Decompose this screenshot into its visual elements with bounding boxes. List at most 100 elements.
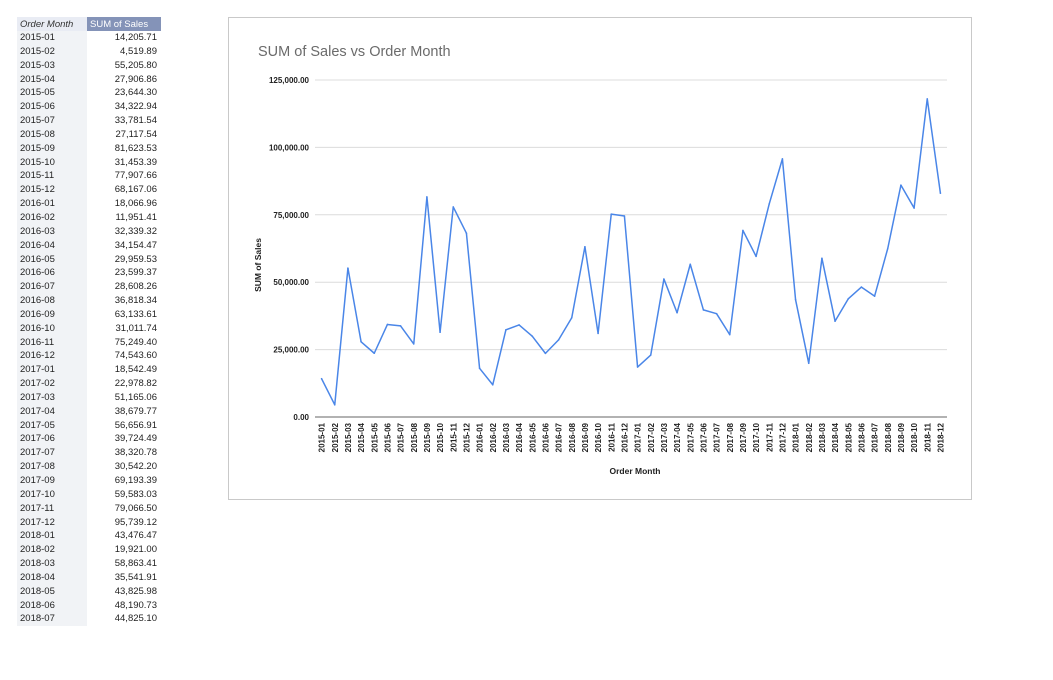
cell-order-month[interactable]: 2016-02 [17,210,87,225]
cell-order-month[interactable]: 2016-08 [17,294,87,308]
cell-sum-of-sales[interactable]: 31,011.74 [87,321,161,336]
data-point[interactable] [610,213,613,215]
cell-order-month[interactable]: 2015-05 [17,86,87,101]
data-point[interactable] [834,320,836,322]
cell-sum-of-sales[interactable]: 75,249.40 [87,335,161,350]
cell-order-month[interactable]: 2015-06 [17,100,87,115]
cell-sum-of-sales[interactable]: 59,583.03 [87,487,161,502]
cell-order-month[interactable]: 2017-03 [17,390,87,405]
cell-order-month[interactable]: 2016-10 [17,321,87,336]
data-point[interactable] [913,207,915,209]
cell-order-month[interactable]: 2017-02 [17,377,87,391]
cell-order-month[interactable]: 2015-08 [17,127,87,142]
data-point[interactable] [373,352,376,355]
cell-sum-of-sales[interactable]: 48,190.73 [87,598,161,613]
data-point[interactable] [623,215,626,217]
cell-sum-of-sales[interactable]: 38,320.78 [87,446,161,461]
data-point[interactable] [847,298,850,300]
cell-order-month[interactable]: 2016-01 [17,197,87,211]
cell-order-month[interactable]: 2016-03 [17,224,87,239]
cell-sum-of-sales[interactable]: 27,906.86 [87,72,161,87]
cell-sum-of-sales[interactable]: 33,781.54 [87,114,161,128]
cell-sum-of-sales[interactable]: 11,951.41 [87,210,161,225]
data-point[interactable] [570,316,573,319]
cell-order-month[interactable]: 2015-01 [17,31,87,45]
data-point[interactable] [702,309,705,311]
data-point[interactable] [873,295,876,297]
data-point[interactable] [597,332,599,335]
cell-order-month[interactable]: 2015-10 [17,155,87,170]
data-point[interactable] [715,312,718,315]
cell-sum-of-sales[interactable]: 31,453.39 [87,155,161,170]
data-point[interactable] [333,404,336,406]
cell-order-month[interactable]: 2016-12 [17,349,87,364]
cell-order-month[interactable]: 2016-09 [17,307,87,322]
data-point[interactable] [768,203,771,205]
data-point[interactable] [557,339,560,341]
cell-sum-of-sales[interactable]: 51,165.06 [87,390,161,405]
data-point[interactable] [728,333,731,336]
cell-sum-of-sales[interactable]: 44,825.10 [87,612,161,627]
cell-sum-of-sales[interactable]: 56,656.91 [87,418,161,433]
cell-sum-of-sales[interactable]: 43,825.98 [87,584,161,599]
cell-order-month[interactable]: 2016-04 [17,238,87,253]
data-point[interactable] [649,354,652,356]
data-point[interactable] [347,267,349,269]
cell-sum-of-sales[interactable]: 77,907.66 [87,169,161,184]
cell-order-month[interactable]: 2016-11 [17,335,87,350]
cell-sum-of-sales[interactable]: 23,599.37 [87,266,161,281]
data-point[interactable] [742,229,744,232]
cell-order-month[interactable]: 2015-11 [17,169,87,184]
data-point[interactable] [386,323,389,326]
cell-sum-of-sales[interactable]: 39,724.49 [87,432,161,447]
data-point[interactable] [636,366,639,368]
data-point[interactable] [426,196,428,198]
cell-sum-of-sales[interactable]: 32,339.32 [87,224,161,239]
cell-sum-of-sales[interactable]: 63,133.61 [87,307,161,322]
data-point[interactable] [505,329,507,331]
cell-order-month[interactable]: 2017-06 [17,432,87,447]
data-point[interactable] [584,245,586,248]
data-point[interactable] [360,340,362,343]
data-point[interactable] [663,278,665,280]
cell-order-month[interactable]: 2017-01 [17,363,87,378]
data-point[interactable] [755,255,757,258]
data-point[interactable] [320,377,323,380]
cell-order-month[interactable]: 2016-05 [17,252,87,267]
data-point[interactable] [439,331,441,334]
header-order-month[interactable]: Order Month [17,17,87,31]
cell-sum-of-sales[interactable]: 4,519.89 [87,44,161,59]
cell-order-month[interactable]: 2018-04 [17,570,87,585]
data-point[interactable] [478,367,481,370]
data-point[interactable] [689,263,692,266]
cell-order-month[interactable]: 2017-12 [17,515,87,530]
cell-order-month[interactable]: 2018-07 [17,612,87,627]
data-point[interactable] [781,158,784,160]
cell-order-month[interactable]: 2017-07 [17,446,87,461]
cell-sum-of-sales[interactable]: 34,154.47 [87,238,161,253]
cell-sum-of-sales[interactable]: 69,193.39 [87,474,161,488]
cell-sum-of-sales[interactable]: 68,167.06 [87,183,161,198]
header-sum-of-sales[interactable]: SUM of Sales [87,17,161,31]
data-point[interactable] [821,257,823,260]
data-point[interactable] [900,184,902,186]
data-point[interactable] [399,325,402,327]
cell-order-month[interactable]: 2016-06 [17,266,87,281]
cell-sum-of-sales[interactable]: 38,679.77 [87,404,161,419]
data-point[interactable] [676,311,678,314]
data-point[interactable] [465,232,468,235]
cell-order-month[interactable]: 2017-05 [17,418,87,433]
cell-sum-of-sales[interactable]: 22,978.82 [87,377,161,391]
cell-sum-of-sales[interactable]: 18,542.49 [87,363,161,378]
cell-order-month[interactable]: 2015-12 [17,183,87,198]
cell-order-month[interactable]: 2017-04 [17,404,87,419]
data-point[interactable] [491,383,494,386]
cell-sum-of-sales[interactable]: 95,739.12 [87,515,161,530]
data-point[interactable] [412,343,415,345]
cell-sum-of-sales[interactable]: 74,543.60 [87,349,161,364]
cell-order-month[interactable]: 2018-02 [17,543,87,558]
cell-sum-of-sales[interactable]: 81,623.53 [87,141,161,156]
series-line[interactable] [320,98,942,406]
cell-sum-of-sales[interactable]: 18,066.96 [87,197,161,211]
cell-sum-of-sales[interactable]: 19,921.00 [87,543,161,558]
